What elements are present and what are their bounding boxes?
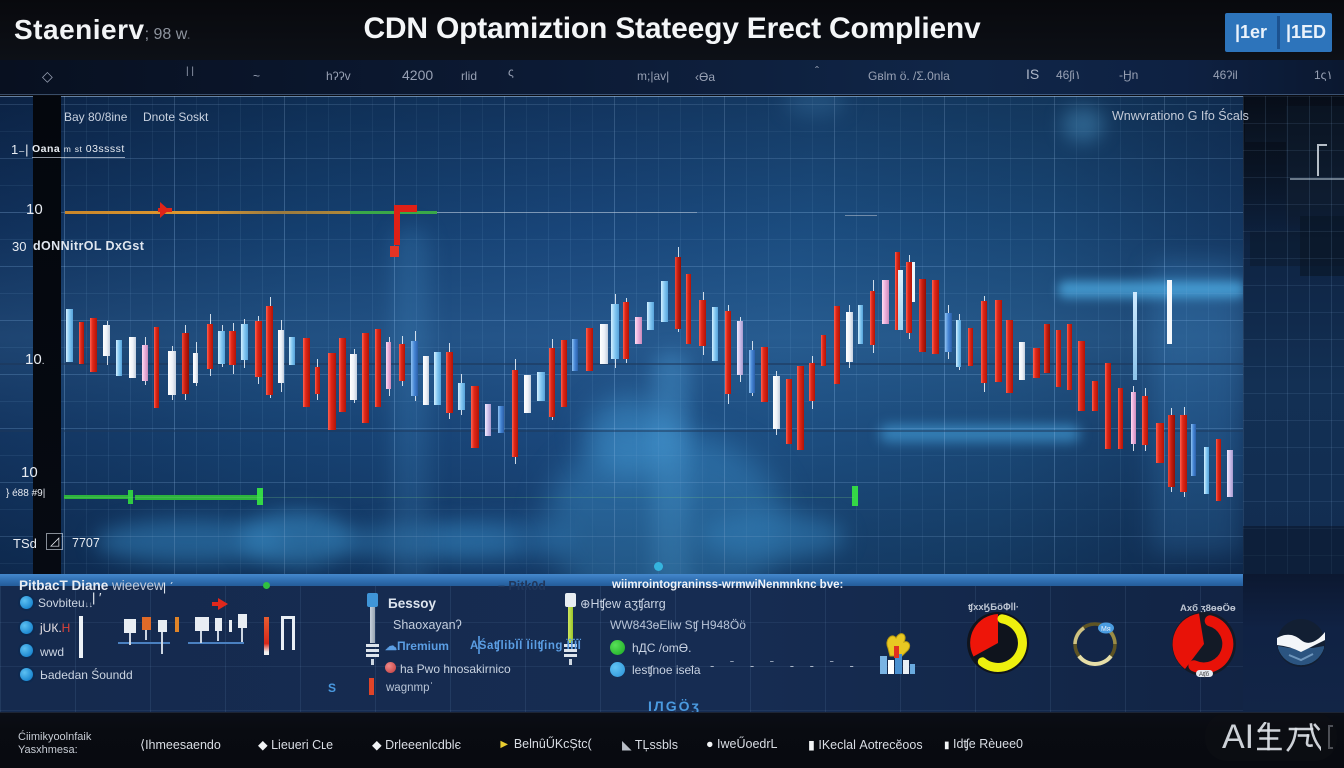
- svg-text:Aʧб: Aʧб: [1199, 672, 1210, 678]
- svg-text:Mя: Mя: [1101, 626, 1111, 633]
